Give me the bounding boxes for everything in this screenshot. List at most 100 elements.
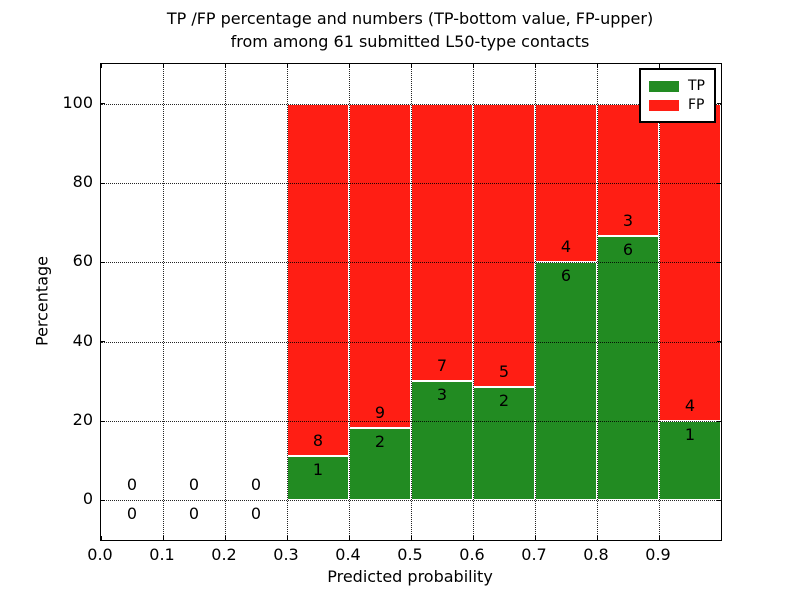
bar-fp <box>287 103 349 457</box>
x-tick-label: 0.1 <box>149 545 175 564</box>
x-tick-mark <box>100 64 102 68</box>
legend-item-tp: TP <box>649 78 705 94</box>
x-tick-mark <box>472 64 474 68</box>
gridline-vertical <box>411 64 412 540</box>
fp-count-label: 4 <box>560 237 572 257</box>
gridline-vertical <box>597 64 598 540</box>
tp-count-label: 2 <box>374 432 386 452</box>
x-axis-label: Predicted probability <box>327 567 493 586</box>
plot-area: TP FP 0 0 0 0 0 0 8 1 9 2 7 3 5 2 4 6 3 6 4 1 <box>100 63 722 541</box>
x-tick-mark <box>224 64 226 68</box>
y-tick-label: 0 <box>82 489 93 509</box>
x-tick-mark <box>348 536 350 540</box>
x-tick-mark <box>596 64 598 68</box>
bar-tp <box>411 381 473 501</box>
x-tick-label: 0.2 <box>211 545 237 564</box>
x-tick-label: 0.6 <box>459 545 485 564</box>
fp-legend-swatch <box>649 99 679 111</box>
chart-title-line1: TP /FP percentage and numbers (TP-bottom… <box>166 9 654 28</box>
fp-count-label: 0 <box>250 475 262 495</box>
bar-tp <box>473 387 535 501</box>
x-tick-label: 0.7 <box>521 545 547 564</box>
tp-count-label: 2 <box>498 391 510 410</box>
x-tick-label: 0.0 <box>87 545 113 564</box>
x-tick-label: 0.4 <box>335 545 361 564</box>
fp-count-label: 3 <box>622 210 634 230</box>
x-tick-mark <box>534 536 536 540</box>
x-tick-mark <box>534 64 536 68</box>
x-tick-mark <box>162 536 164 540</box>
y-tick-label: 40 <box>72 330 93 350</box>
y-tick-label: 20 <box>72 410 93 429</box>
y-tick-mark <box>717 420 721 422</box>
fp-count-label: 0 <box>188 475 200 495</box>
gridline-vertical <box>225 64 226 540</box>
y-tick-mark <box>717 499 721 501</box>
bar-tp <box>349 428 411 501</box>
bar-tp <box>659 421 721 501</box>
fp-count-label: 4 <box>684 396 696 415</box>
fp-legend-label: FP <box>688 97 705 113</box>
y-tick-mark <box>101 261 105 263</box>
fp-count-label: 9 <box>374 403 386 423</box>
gridline-vertical <box>473 64 474 540</box>
y-tick-mark <box>101 420 105 422</box>
y-tick-label: 80 <box>72 172 93 191</box>
tp-count-label: 1 <box>684 425 696 444</box>
x-tick-mark <box>472 536 474 540</box>
tp-count-label: 0 <box>126 504 138 524</box>
gridline-vertical <box>349 64 350 540</box>
fp-count-label: 7 <box>436 356 448 376</box>
x-tick-mark <box>410 64 412 68</box>
x-tick-mark <box>224 536 226 540</box>
fp-count-label: 0 <box>126 475 138 495</box>
y-tick-mark <box>717 103 721 105</box>
bar-fp <box>349 103 411 429</box>
x-tick-mark <box>596 536 598 540</box>
gridline-vertical <box>659 64 660 540</box>
tp-count-label: 6 <box>622 239 634 259</box>
x-tick-mark <box>410 536 412 540</box>
gridline-vertical <box>535 64 536 540</box>
bar-tp <box>535 262 597 501</box>
legend: TP FP <box>639 68 716 123</box>
bar-tp <box>287 456 349 501</box>
tp-count-label: 3 <box>436 385 448 405</box>
tp-legend-swatch <box>649 80 679 92</box>
bar-fp <box>473 103 535 387</box>
fp-count-label: 5 <box>498 362 510 381</box>
y-tick-mark <box>717 182 721 184</box>
fp-count-label: 8 <box>312 431 324 451</box>
tp-count-label: 0 <box>250 504 262 524</box>
bar-tp <box>597 235 659 501</box>
y-tick-mark <box>717 261 721 263</box>
x-tick-label: 0.8 <box>583 545 609 564</box>
chart-title: TP /FP percentage and numbers (TP-bottom… <box>90 7 730 53</box>
tp-legend-label: TP <box>688 78 705 94</box>
x-tick-label: 0.5 <box>397 545 423 564</box>
x-tick-mark <box>100 536 102 540</box>
y-tick-mark <box>101 341 105 343</box>
x-tick-label: 0.3 <box>273 545 299 564</box>
y-tick-mark <box>101 182 105 184</box>
y-tick-label: 60 <box>72 251 93 271</box>
bar-fp <box>597 103 659 236</box>
x-tick-mark <box>286 64 288 68</box>
chart-title-line2: from among 61 submitted L50-type contact… <box>230 32 590 51</box>
x-tick-mark <box>348 64 350 68</box>
bar-fp <box>411 103 473 382</box>
tp-count-label: 1 <box>312 460 324 480</box>
tp-count-label: 6 <box>560 266 572 286</box>
y-tick-mark <box>101 499 105 501</box>
x-tick-mark <box>658 64 660 68</box>
y-tick-mark <box>717 341 721 343</box>
x-tick-label: 0.9 <box>645 545 671 564</box>
x-tick-mark <box>162 64 164 68</box>
x-tick-mark <box>286 536 288 540</box>
legend-item-fp: FP <box>649 97 705 113</box>
x-tick-mark <box>658 536 660 540</box>
gridline-vertical <box>163 64 164 540</box>
y-tick-label: 100 <box>62 92 93 112</box>
y-tick-mark <box>101 103 105 105</box>
